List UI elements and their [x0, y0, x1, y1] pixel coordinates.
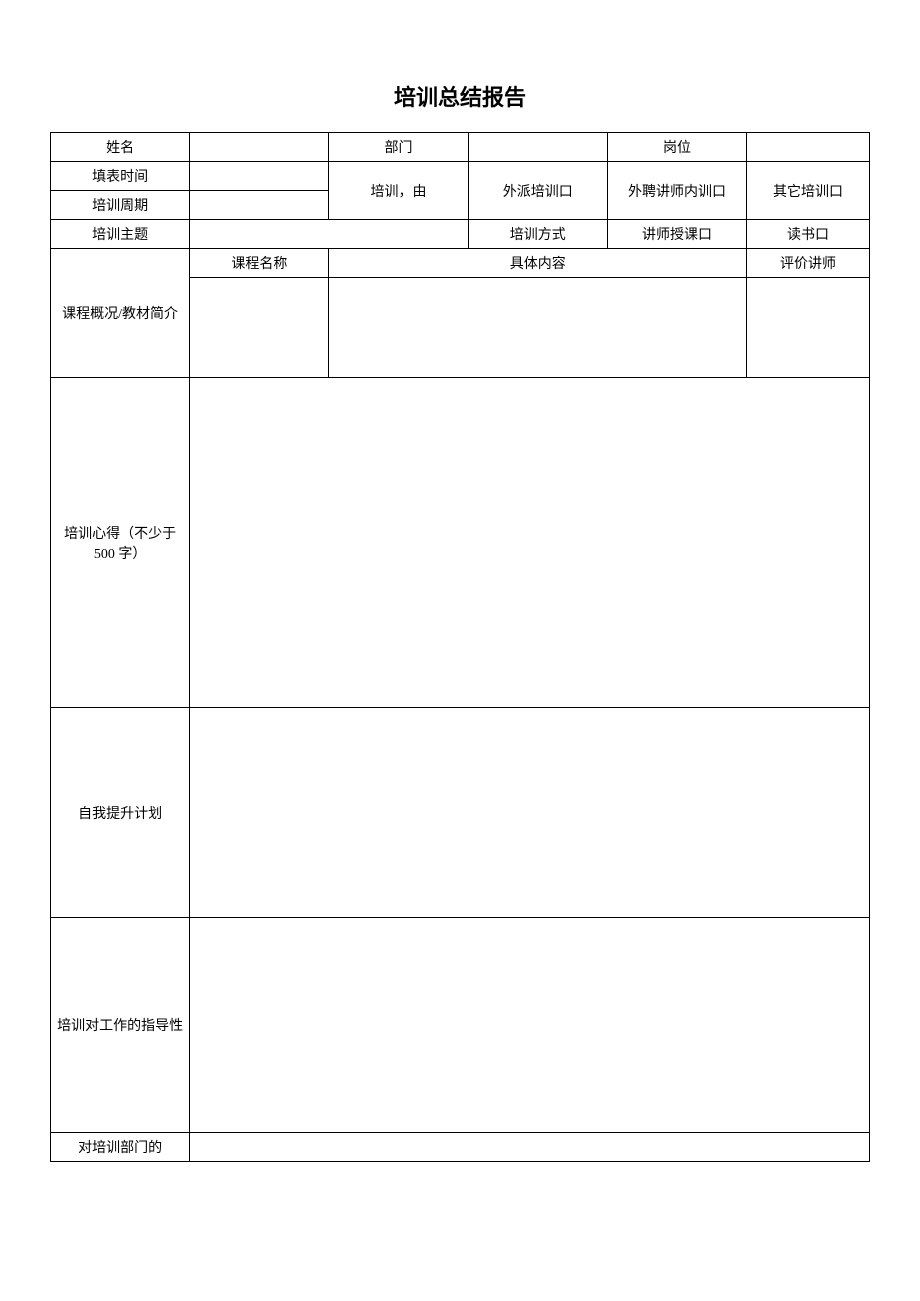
option-lecturer-teaching[interactable]: 讲师授课口 [607, 220, 746, 249]
field-dept-feedback[interactable] [190, 1133, 870, 1162]
label-self-improvement: 自我提升计划 [51, 708, 190, 918]
label-name: 姓名 [51, 133, 190, 162]
label-training-topic: 培训主题 [51, 220, 190, 249]
label-position: 岗位 [607, 133, 746, 162]
field-training-period[interactable] [190, 191, 329, 220]
field-position[interactable] [747, 133, 870, 162]
field-course-name[interactable] [190, 278, 329, 378]
field-department[interactable] [468, 133, 607, 162]
label-course-name: 课程名称 [190, 249, 329, 278]
option-reading[interactable]: 读书口 [747, 220, 870, 249]
training-report-table: 姓名 部门 岗位 填表时间 培训，由 外派培训口 外聘讲师内训口 其它培训口 培… [50, 132, 870, 1162]
label-fill-time: 填表时间 [51, 162, 190, 191]
label-training-method: 培训方式 [468, 220, 607, 249]
field-training-experience[interactable] [190, 378, 870, 708]
label-work-guidance: 培训对工作的指导性 [51, 918, 190, 1133]
label-department: 部门 [329, 133, 468, 162]
label-training-experience: 培训心得（不少于 500 字） [51, 378, 190, 708]
field-work-guidance[interactable] [190, 918, 870, 1133]
field-evaluate-lecturer[interactable] [747, 278, 870, 378]
label-evaluate-lecturer: 评价讲师 [747, 249, 870, 278]
option-external-training[interactable]: 外派培训口 [468, 162, 607, 220]
field-training-topic[interactable] [190, 220, 468, 249]
field-fill-time[interactable] [190, 162, 329, 191]
label-specific-content: 具体内容 [329, 249, 747, 278]
option-other-training[interactable]: 其它培训口 [747, 162, 870, 220]
label-training-period: 培训周期 [51, 191, 190, 220]
report-title: 培训总结报告 [50, 80, 870, 112]
label-dept-feedback: 对培训部门的 [51, 1133, 190, 1162]
label-training-by: 培训，由 [329, 162, 468, 220]
label-course-overview: 课程概况/教材简介 [51, 249, 190, 378]
option-external-lecturer[interactable]: 外聘讲师内训口 [607, 162, 746, 220]
field-specific-content[interactable] [329, 278, 747, 378]
field-self-improvement[interactable] [190, 708, 870, 918]
field-name[interactable] [190, 133, 329, 162]
